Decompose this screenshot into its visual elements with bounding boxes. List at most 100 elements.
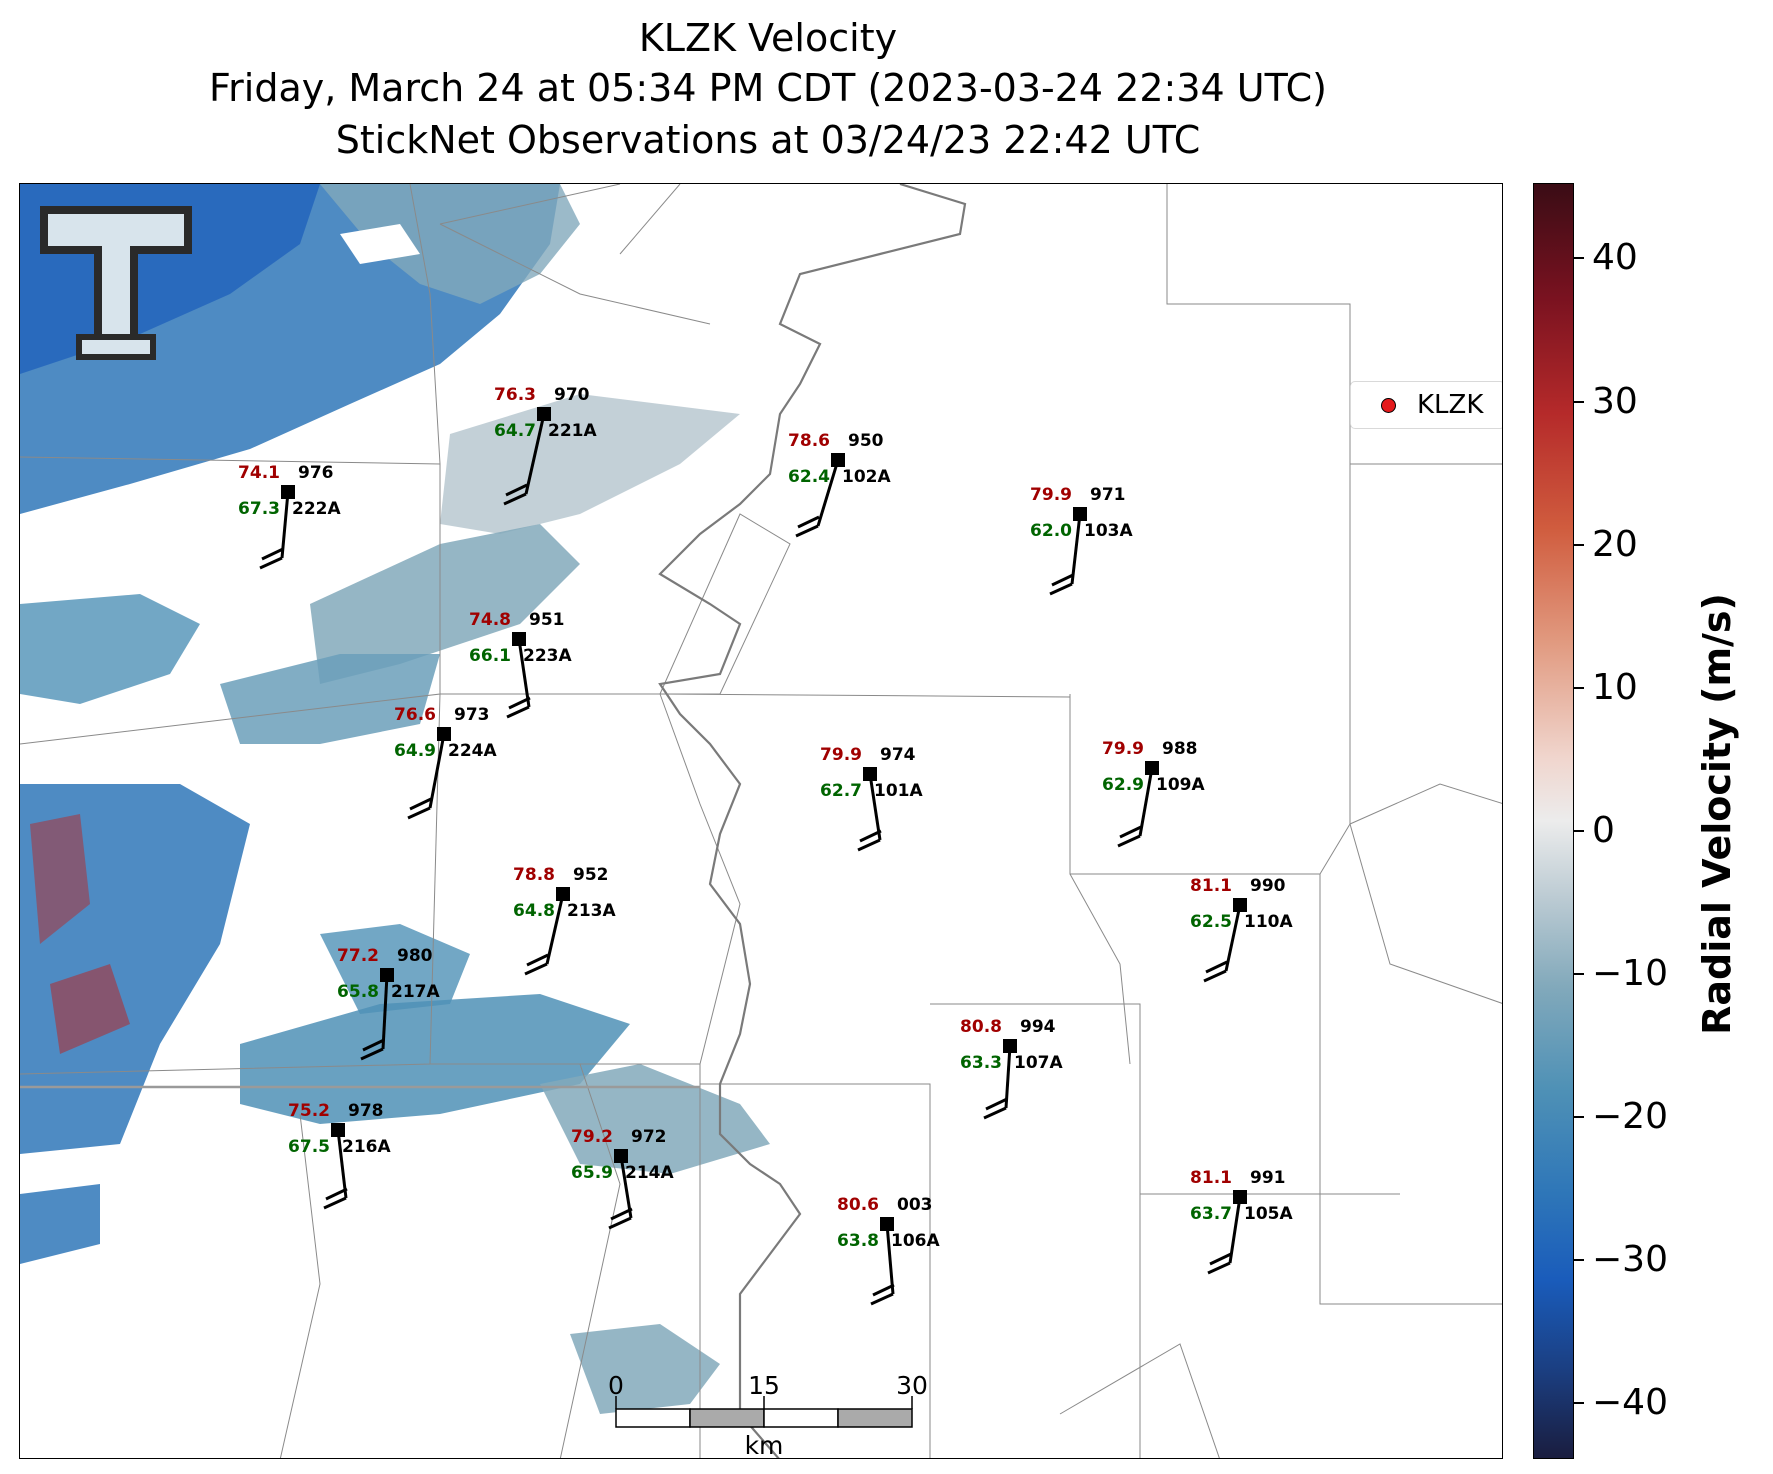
colorbar-tick-mark <box>1574 687 1584 689</box>
station-101A: 79.9 974 62.7 101A <box>820 745 923 852</box>
station-dewpoint: 67.3 <box>238 499 280 519</box>
colorbar-tick-label: 20 <box>1592 524 1638 565</box>
station-dewpoint: 65.9 <box>571 1163 613 1183</box>
station-pressure: 951 <box>529 610 565 630</box>
wind-barb-flag-icon <box>1203 960 1228 983</box>
wind-barb-icon <box>1224 904 1242 972</box>
station-dewpoint: 63.3 <box>960 1053 1002 1073</box>
station-id: 101A <box>874 781 923 801</box>
station-106A: 80.6 003 63.8 106A <box>837 1195 940 1306</box>
station-dewpoint: 64.8 <box>513 901 555 921</box>
station-pressure: 971 <box>1090 485 1126 505</box>
station-id: 110A <box>1244 912 1293 932</box>
station-pressure: 974 <box>880 745 916 765</box>
station-pressure: 988 <box>1162 739 1198 759</box>
station-temperature: 80.8 <box>960 1017 1002 1037</box>
wind-barb-flag-icon <box>506 696 531 719</box>
station-temperature: 79.2 <box>571 1127 613 1147</box>
scale-label-30: 30 <box>896 1371 928 1400</box>
station-id: 102A <box>842 467 891 487</box>
station-marker-icon <box>512 632 526 646</box>
station-222A: 74.1 976 67.3 222A <box>238 463 341 570</box>
station-dewpoint: 67.5 <box>288 1137 330 1157</box>
river <box>658 184 967 1458</box>
station-temperature: 75.2 <box>288 1101 330 1121</box>
station-dewpoint: 66.1 <box>469 646 511 666</box>
wind-barb-flag-icon <box>323 1187 348 1210</box>
station-pressure: 990 <box>1250 876 1286 896</box>
station-pressure: 991 <box>1250 1168 1286 1188</box>
station-id: 103A <box>1084 521 1133 541</box>
station-pressure: 950 <box>848 431 884 451</box>
station-marker-icon <box>537 407 551 421</box>
station-marker-icon <box>380 968 394 982</box>
station-dewpoint: 65.8 <box>337 982 379 1002</box>
station-pressure: 980 <box>397 946 433 966</box>
wind-barb-icon <box>1070 513 1082 585</box>
station-plots: 76.3 970 64.7 221A 74.1 976 67.3 222A 78.6 950 62.… <box>238 385 1293 1306</box>
title-line-3: StickNet Observations at 03/24/23 22:42 … <box>335 118 1201 162</box>
station-id: 109A <box>1156 775 1205 795</box>
wind-barb-icon <box>868 773 882 841</box>
station-dewpoint: 62.7 <box>820 781 862 801</box>
station-dewpoint: 63.7 <box>1190 1204 1232 1224</box>
scale-label-0: 0 <box>608 1371 624 1400</box>
wind-barb-icon <box>1004 1045 1012 1109</box>
station-105A: 81.1 991 63.7 105A <box>1190 1168 1293 1275</box>
colorbar-tick-mark <box>1574 973 1584 975</box>
wind-barb-flag-icon <box>857 829 882 852</box>
station-marker-icon <box>614 1149 628 1163</box>
wind-barb-flag-icon <box>407 797 432 820</box>
station-id: 222A <box>292 499 341 519</box>
station-pressure: 978 <box>348 1101 384 1121</box>
station-marker-icon <box>1003 1039 1017 1053</box>
station-pressure: 003 <box>897 1195 933 1215</box>
station-dewpoint: 62.5 <box>1190 912 1232 932</box>
texas-tech-double-t-logo <box>40 206 192 360</box>
station-marker-icon <box>1233 1190 1247 1204</box>
colorbar-tick-mark <box>1574 1402 1584 1404</box>
station-107A: 80.8 994 63.3 107A <box>960 1017 1063 1120</box>
station-dewpoint: 64.9 <box>394 741 436 761</box>
station-pressure: 976 <box>298 463 334 483</box>
station-temperature: 79.9 <box>1030 485 1072 505</box>
colorbar-tick-label: 0 <box>1592 810 1615 851</box>
wind-barb-icon <box>524 413 546 495</box>
station-temperature: 78.8 <box>513 865 555 885</box>
station-marker-icon <box>1073 507 1087 521</box>
wind-barb-icon <box>816 459 840 527</box>
station-dewpoint: 62.4 <box>788 467 830 487</box>
station-id: 106A <box>891 1231 940 1251</box>
station-temperature: 77.2 <box>337 946 379 966</box>
station-dewpoint: 64.7 <box>494 421 536 441</box>
colorbar-tick-label: −10 <box>1592 953 1668 994</box>
legend-label: KLZK <box>1417 390 1484 420</box>
station-103A: 79.9 971 62.0 103A <box>1030 485 1133 596</box>
station-pressure: 952 <box>573 865 609 885</box>
station-marker-icon <box>437 727 451 741</box>
station-223A: 74.8 951 66.1 223A <box>469 610 572 719</box>
station-temperature: 76.3 <box>494 385 536 405</box>
wind-barb-flag-icon <box>983 1097 1008 1120</box>
colorbar-tick-mark <box>1574 1259 1584 1261</box>
wind-barb-icon <box>428 733 446 809</box>
scale-unit: km <box>745 1431 784 1459</box>
radar-echoes <box>20 184 770 1414</box>
wind-barb-flag-icon <box>795 515 820 538</box>
station-216A: 75.2 978 67.5 216A <box>288 1101 391 1210</box>
colorbar-tick-label: 30 <box>1592 381 1638 422</box>
map-canvas[interactable]: 0 15 30 km 76.3 970 64.7 221A 74.1 976 67.3 222… <box>20 184 1503 1459</box>
station-214A: 79.2 972 65.9 214A <box>571 1127 674 1230</box>
wind-barb-icon <box>885 1223 895 1295</box>
boundaries <box>20 184 1502 1458</box>
station-102A: 78.6 950 62.4 102A <box>788 431 891 538</box>
station-id: 105A <box>1244 1204 1293 1224</box>
station-marker-icon <box>1233 898 1247 912</box>
colorbar-tick-mark <box>1574 257 1584 259</box>
wind-barb-icon <box>1228 1196 1242 1264</box>
scale-label-15: 15 <box>748 1371 780 1400</box>
map-panel[interactable]: 0 15 30 km 76.3 970 64.7 221A 74.1 976 67.3 222… <box>19 183 1503 1459</box>
station-temperature: 81.1 <box>1190 1168 1232 1188</box>
title-line-1: KLZK Velocity <box>638 16 898 60</box>
wind-barb-icon <box>336 1129 348 1199</box>
